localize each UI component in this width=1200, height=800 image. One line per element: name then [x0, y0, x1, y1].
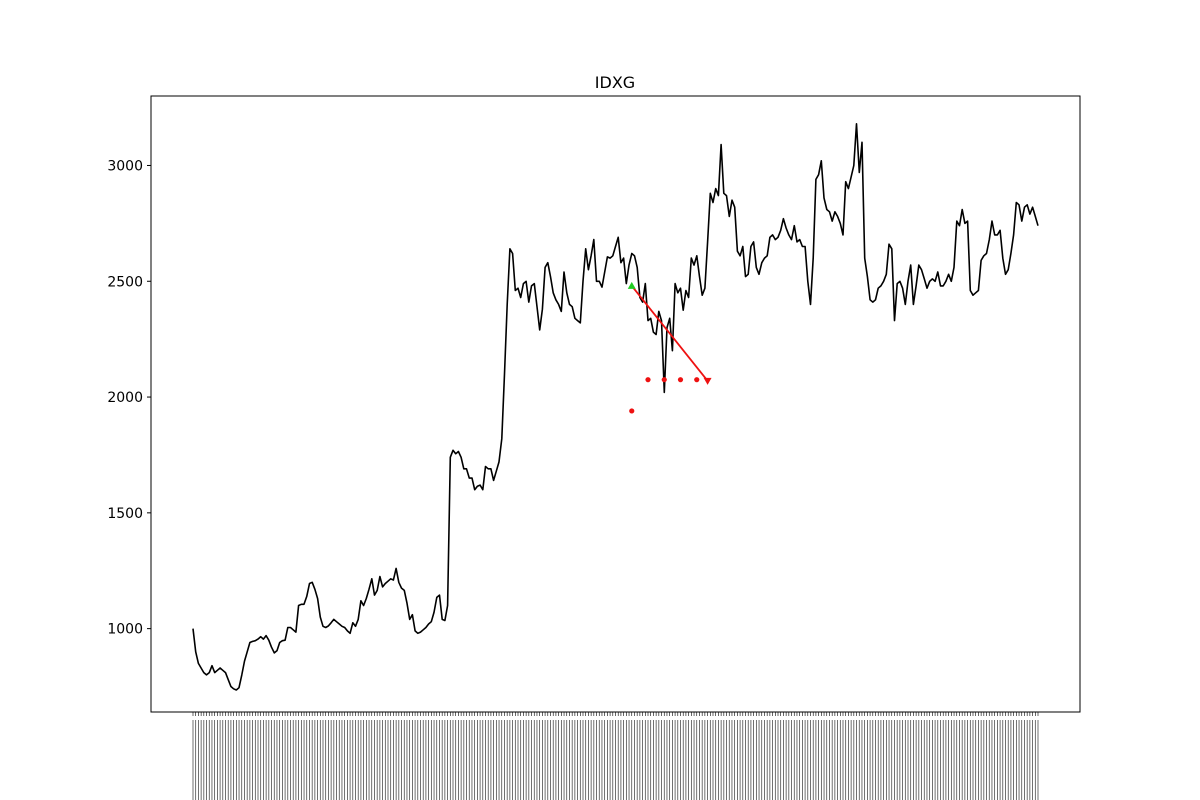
y-tick-label: 3000 — [107, 158, 143, 174]
y-tick-label: 2000 — [107, 390, 143, 406]
series-group — [192, 123, 1039, 691]
signal-dot — [629, 408, 635, 414]
y-tick-label: 2500 — [107, 274, 143, 290]
trade-arrow — [631, 285, 709, 382]
y-tick-label: 1000 — [107, 622, 143, 638]
signal-dot — [645, 377, 651, 383]
chart-title: IDXG — [595, 73, 635, 92]
signal-dot — [661, 377, 667, 383]
x-axis — [192, 712, 1039, 800]
signal-dot — [694, 377, 700, 383]
annotations — [627, 281, 712, 414]
sell-marker — [703, 377, 712, 385]
plot-frame — [150, 95, 1081, 713]
series-line — [192, 123, 1039, 691]
y-axis: 1000 1500 2000 2500 3000 — [107, 158, 151, 638]
y-tick-label: 1500 — [107, 506, 143, 522]
signal-dot — [677, 377, 684, 383]
buy-marker — [627, 281, 636, 289]
